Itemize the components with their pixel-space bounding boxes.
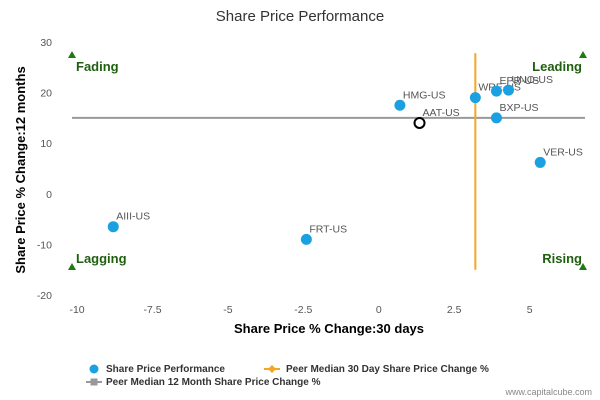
x-tick-label: -10 — [69, 304, 84, 316]
credit-text: www.capitalcube.com — [504, 387, 592, 397]
point-frt-us — [300, 233, 312, 245]
point-label-epr-us: EPR-US — [499, 75, 539, 87]
point-epr-us — [490, 85, 502, 97]
point-uno-us — [503, 84, 515, 96]
point-aiii-us — [107, 221, 119, 233]
y-axis-label: Share Price % Change:12 months — [13, 66, 28, 273]
quadrant-marker-br — [579, 263, 587, 270]
x-tick-label: 2.5 — [447, 304, 462, 316]
legend-marker-12m — [90, 378, 98, 386]
quadrant-marker-bl — [68, 263, 76, 270]
quadrant-label-fading: Fading — [76, 59, 119, 74]
legend-label-12m: Peer Median 12 Month Share Price Change … — [106, 377, 321, 388]
point-label-ver-us: VER-US — [543, 146, 583, 158]
x-tick-label: -2.5 — [294, 304, 312, 316]
point-bxp-us — [490, 112, 502, 124]
point-hmg-us — [394, 99, 406, 111]
y-tick-label: -10 — [37, 239, 52, 251]
y-tick-label: 20 — [40, 88, 52, 100]
data-points: AIII-USFRT-USHMG-USWRE-USEPR-USUNO-USBXP… — [107, 74, 583, 245]
point-label-uno-us: UNO-US — [512, 74, 553, 86]
quadrant-marker-tl — [68, 51, 76, 58]
legend-label-performance: Share Price Performance — [106, 364, 225, 375]
legend-marker-30d — [268, 365, 276, 373]
point-label-frt-us: FRT-US — [309, 223, 347, 235]
point-label-hmg-us: HMG-US — [403, 89, 446, 101]
y-tick-label: 10 — [40, 138, 52, 150]
x-tick-label: -7.5 — [143, 304, 161, 316]
quadrant-label-leading: Leading — [532, 59, 582, 74]
chart-title: Share Price Performance — [216, 8, 384, 25]
y-tick-label: 0 — [46, 189, 52, 201]
point-ver-us — [534, 156, 546, 168]
point-label-aiii-us: AIII-US — [116, 211, 150, 223]
legend: Share Price Performance Peer Median 30 D… — [86, 364, 489, 388]
legend-marker-performance — [89, 364, 99, 374]
legend-label-30d: Peer Median 30 Day Share Price Change % — [286, 364, 489, 375]
quadrant-label-rising: Rising — [542, 251, 582, 266]
x-tick-label: 0 — [376, 304, 382, 316]
point-subject-aat-us — [413, 116, 426, 129]
y-tick-label: 30 — [40, 37, 52, 49]
point-label-subject: AAT-US — [423, 107, 460, 119]
x-tick-label: 5 — [527, 304, 533, 316]
x-tick-label: -5 — [223, 304, 232, 316]
point-label-bxp-us: BXP-US — [499, 102, 538, 114]
quadrant-marker-tr — [579, 51, 587, 58]
axis-ticks: -10 -7.5 -5 -2.5 0 2.5 5 30 20 10 0 -10 -20 — [37, 37, 533, 316]
quadrant-label-lagging: Lagging — [76, 251, 127, 266]
quadrant-labels: Fading Leading Lagging Rising — [68, 51, 587, 270]
point-wre-us — [469, 92, 481, 104]
x-axis-label: Share Price % Change:30 days — [234, 321, 424, 336]
y-tick-label: -20 — [37, 290, 52, 302]
